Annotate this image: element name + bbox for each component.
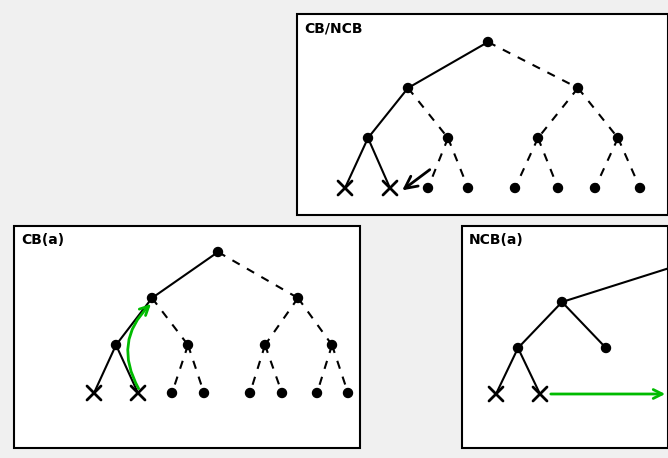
Circle shape — [112, 340, 120, 349]
Circle shape — [313, 388, 321, 398]
Bar — [297, 14, 668, 215]
Circle shape — [514, 344, 522, 353]
Circle shape — [246, 388, 255, 398]
Circle shape — [277, 388, 287, 398]
Circle shape — [403, 83, 413, 93]
Circle shape — [444, 133, 452, 142]
Circle shape — [343, 388, 353, 398]
Circle shape — [554, 184, 562, 192]
Text: CB(a): CB(a) — [21, 233, 64, 247]
Circle shape — [464, 184, 472, 192]
Circle shape — [214, 247, 222, 256]
Bar — [462, 226, 668, 448]
Circle shape — [510, 184, 520, 192]
Circle shape — [534, 133, 542, 142]
Circle shape — [327, 340, 337, 349]
Circle shape — [200, 388, 208, 398]
Bar — [14, 226, 360, 448]
Circle shape — [591, 184, 599, 192]
Circle shape — [168, 388, 176, 398]
Circle shape — [558, 298, 566, 306]
Circle shape — [613, 133, 623, 142]
Circle shape — [148, 294, 156, 302]
Circle shape — [635, 184, 645, 192]
Text: CB/NCB: CB/NCB — [304, 21, 363, 35]
Circle shape — [574, 83, 582, 93]
Circle shape — [261, 340, 269, 349]
Circle shape — [293, 294, 303, 302]
Circle shape — [484, 38, 492, 47]
Text: NCB(a): NCB(a) — [469, 233, 524, 247]
Circle shape — [424, 184, 432, 192]
Circle shape — [363, 133, 373, 142]
Circle shape — [601, 344, 611, 353]
Circle shape — [184, 340, 192, 349]
